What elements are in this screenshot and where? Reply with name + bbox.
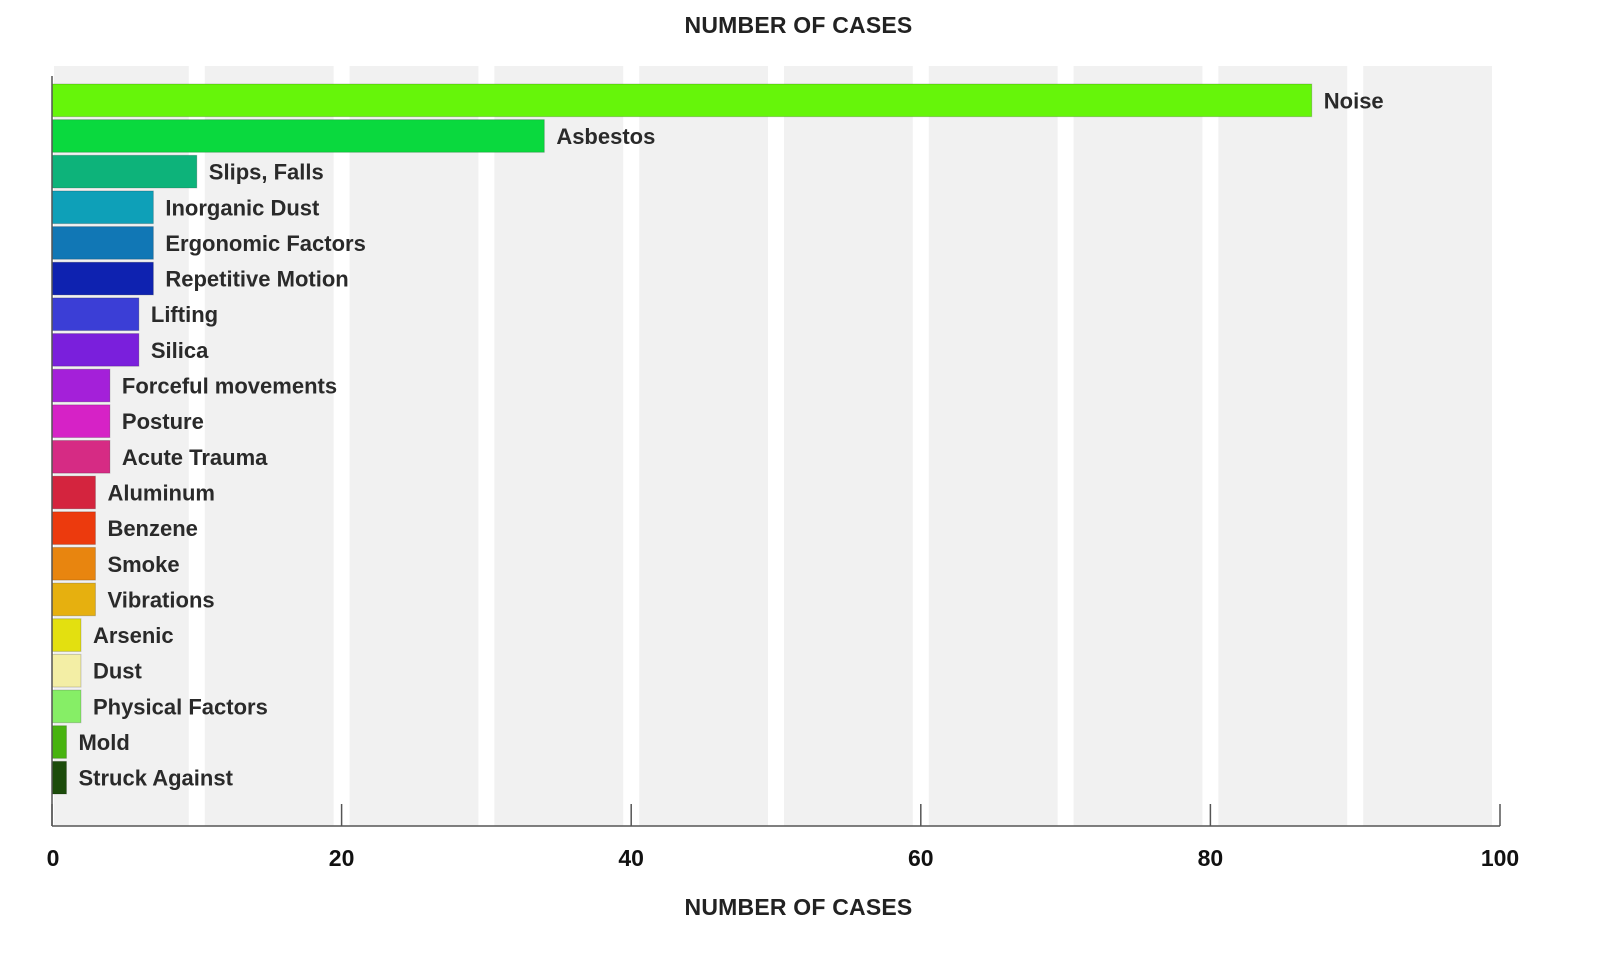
grid-band (204, 66, 334, 826)
bar-label: Posture (122, 409, 204, 434)
bar-label: Silica (151, 338, 209, 363)
grid-band (349, 66, 479, 826)
bar-label: Inorganic Dust (165, 195, 320, 220)
bar (51, 618, 82, 652)
bar (51, 440, 111, 474)
bar-label: Noise (1324, 88, 1384, 113)
bar-label: Mold (78, 730, 129, 755)
bar (51, 261, 154, 296)
bar-label: Struck Against (78, 766, 233, 791)
x-tick-label: 80 (1198, 845, 1224, 871)
x-axis: 0 20 40 60 80 100 (47, 76, 1519, 871)
bar (51, 190, 154, 225)
bar (51, 653, 82, 688)
grid-band (1363, 66, 1492, 826)
bar (51, 404, 111, 439)
bar (51, 333, 140, 367)
bar-label: Slips, Falls (209, 160, 324, 185)
bar-label: Benzene (107, 516, 197, 541)
bar (51, 689, 82, 724)
x-axis-title: NUMBER OF CASES (684, 894, 913, 920)
bar-label: Dust (93, 659, 143, 684)
x-tick-label: 40 (618, 845, 644, 871)
bar-labels: Noise Asbestos Slips, Falls Inorganic Dust E… (78, 88, 1383, 790)
bar-label: Arsenic (93, 623, 174, 648)
chart-title: NUMBER OF CASES (684, 12, 913, 38)
grid-band (928, 66, 1058, 826)
bar (51, 546, 96, 581)
grid-bands (54, 66, 1492, 826)
bar (51, 297, 140, 332)
bar-label: Smoke (107, 552, 179, 577)
bar-label: Ergonomic Factors (165, 231, 365, 256)
bar (51, 154, 198, 189)
bar-label: Forceful movements (122, 374, 337, 399)
x-tick-label: 60 (908, 845, 934, 871)
bar (51, 475, 96, 510)
bar-label: Aluminum (107, 480, 215, 505)
bar (51, 582, 96, 617)
x-tick-label: 0 (47, 845, 60, 871)
x-tick-label: 100 (1481, 845, 1519, 871)
bar (51, 226, 154, 260)
bar-label: Acute Trauma (122, 445, 268, 470)
grid-band (639, 66, 768, 826)
bars (51, 83, 1313, 795)
x-tick-label: 20 (329, 845, 355, 871)
bar (51, 83, 1313, 118)
bar-label: Repetitive Motion (165, 267, 348, 292)
bar (51, 511, 96, 545)
bar-label: Vibrations (107, 587, 214, 612)
bar-label: Asbestos (556, 124, 655, 149)
bar (51, 760, 67, 795)
bar (51, 368, 111, 403)
grid-band (1218, 66, 1348, 826)
bar (51, 725, 67, 759)
bar-label: Lifting (151, 302, 218, 327)
bar-label: Physical Factors (93, 694, 268, 719)
grid-band (784, 66, 913, 826)
grid-band (494, 66, 624, 826)
bar (51, 119, 545, 153)
grid-band (1073, 66, 1203, 826)
